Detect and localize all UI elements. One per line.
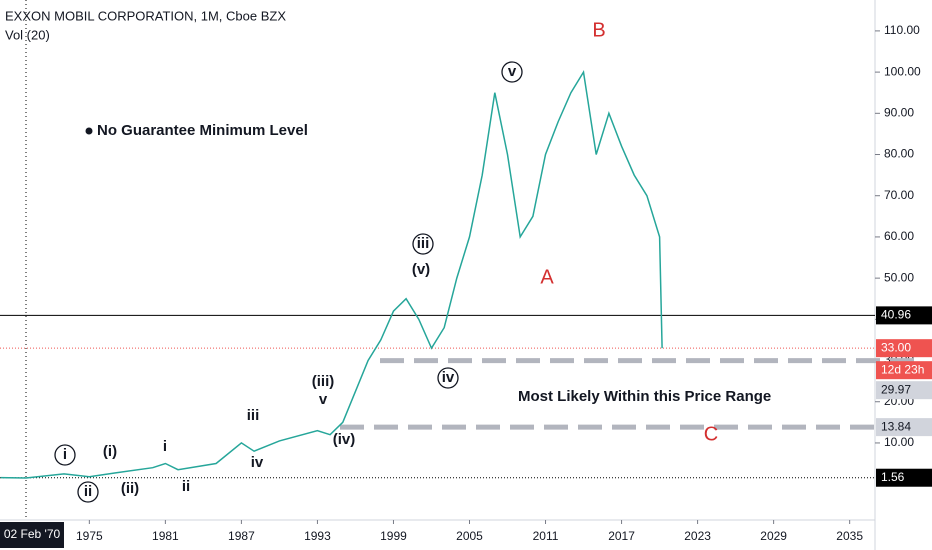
x-tick-label: 1999 — [380, 529, 407, 543]
wave-label: v — [508, 63, 517, 80]
annotation: No Guarantee Minimum Level — [97, 122, 308, 139]
wave-label: iv — [251, 454, 264, 471]
price-label-box — [876, 418, 932, 437]
wave-label: (iv) — [333, 431, 356, 448]
wave-label: i — [163, 438, 167, 455]
wave-label: iii — [417, 235, 430, 252]
date-box — [0, 522, 64, 548]
wave-label: ii — [84, 483, 92, 500]
x-tick-label: 1975 — [76, 529, 103, 543]
wave-circle — [437, 367, 459, 389]
wave-circle — [54, 444, 76, 466]
price-label-box — [876, 306, 932, 325]
price-label-box — [876, 361, 932, 380]
x-tick-label: 2023 — [684, 529, 711, 543]
wave-label: ii — [182, 478, 190, 495]
wave-label: C — [704, 423, 718, 445]
wave-label: (ii) — [121, 480, 139, 497]
price-label: 40.96 — [881, 308, 911, 322]
x-tick-label: 2035 — [836, 529, 863, 543]
x-tick-label: 2011 — [533, 529, 559, 543]
wave-label: A — [540, 266, 554, 288]
price-label: 1.56 — [881, 470, 905, 484]
bullet — [85, 127, 93, 135]
y-tick-label: 10.00 — [884, 435, 914, 449]
y-tick-label: 80.00 — [884, 147, 914, 161]
wave-label: B — [592, 19, 605, 41]
wave-label: iii — [247, 407, 260, 424]
y-tick-label: 70.00 — [884, 188, 914, 202]
x-tick-label: 2005 — [456, 529, 483, 543]
x-tick-label: 1987 — [228, 529, 255, 543]
y-tick-label: 50.00 — [884, 270, 914, 284]
wave-label: v — [319, 391, 328, 408]
wave-circle — [501, 61, 523, 83]
wave-label: i — [63, 446, 67, 463]
wave-label: iv — [442, 369, 455, 386]
wave-label: (i) — [103, 443, 117, 460]
x-tick-label: 1981 — [152, 529, 179, 543]
wave-circle — [77, 481, 99, 503]
price-label-box — [876, 339, 932, 358]
y-tick-label: 110.00 — [884, 23, 920, 37]
x-tick-label: 2029 — [760, 529, 787, 543]
price-label: 29.97 — [881, 382, 911, 396]
wave-label: (v) — [412, 261, 430, 278]
price-label-box — [876, 468, 932, 487]
y-tick-label: 90.00 — [884, 105, 914, 119]
y-tick-label: 60.00 — [884, 229, 914, 243]
wave-label: (iii) — [312, 373, 335, 390]
y-tick-label: 100.00 — [884, 64, 921, 78]
price-label: 12d 23h — [881, 362, 924, 376]
price-label: 33.00 — [881, 340, 911, 354]
x-tick-label: 2017 — [608, 529, 635, 543]
chart-title: EXXON MOBIL CORPORATION, 1M, Cboe BZX — [5, 8, 286, 23]
wave-circle — [412, 233, 434, 255]
price-line — [0, 69, 663, 479]
cursor-date: 02 Feb '70 — [4, 527, 61, 541]
price-label: 13.84 — [881, 419, 911, 433]
annotation: Most Likely Within this Price Range — [518, 388, 771, 405]
x-tick-label: 1993 — [304, 529, 331, 543]
price-label-box — [876, 381, 932, 400]
subtitle: Vol (20) — [5, 27, 50, 42]
